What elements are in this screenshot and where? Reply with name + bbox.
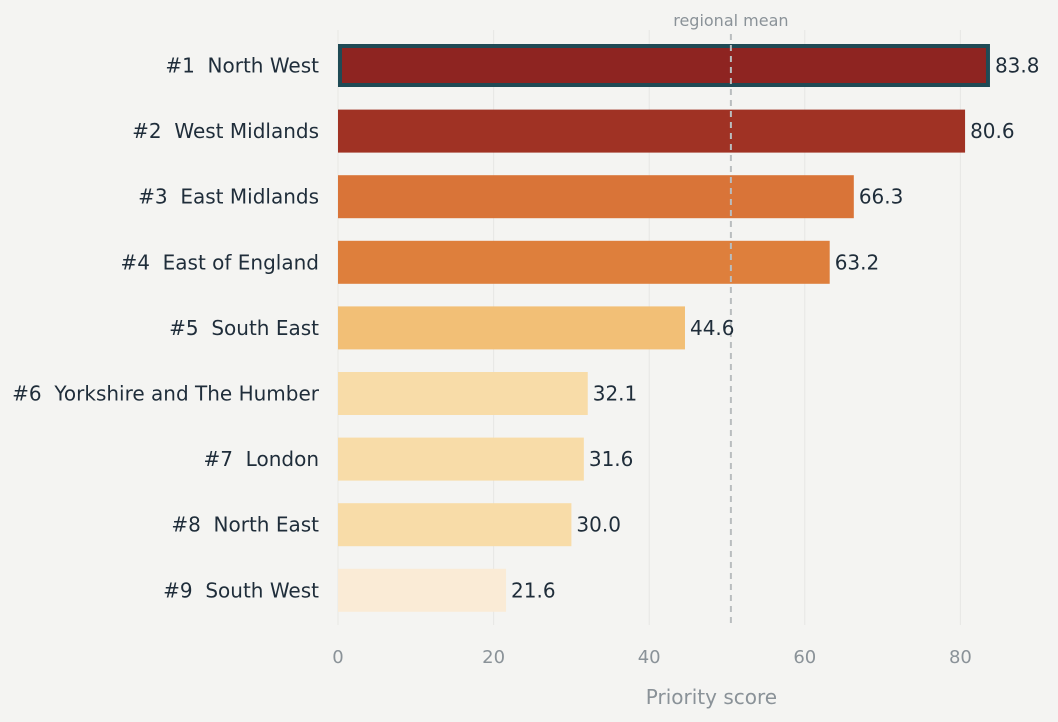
category-label: #2 West Midlands: [132, 119, 319, 143]
x-tick-label: 40: [638, 647, 661, 668]
bar: [338, 437, 584, 481]
category-label: #9 South West: [163, 578, 319, 602]
bar: [338, 372, 588, 415]
value-label: 32.1: [593, 382, 638, 406]
value-label: 31.6: [589, 447, 634, 471]
category-label: #5 South East: [169, 316, 319, 340]
bar: [338, 109, 966, 153]
value-label: 63.2: [835, 250, 880, 274]
regional-mean-label: regional mean: [673, 11, 788, 30]
category-label: #4 East of England: [120, 250, 319, 274]
bar: [338, 306, 685, 350]
bar: [338, 44, 990, 87]
value-label: 44.6: [690, 316, 735, 340]
value-label: 21.6: [511, 578, 556, 602]
value-label: 30.0: [576, 513, 621, 537]
x-axis-ticks: 0 20 40 60 80: [332, 647, 972, 668]
value-label: 83.8: [995, 54, 1040, 78]
bar: [338, 175, 854, 219]
category-label: #8 North East: [171, 513, 319, 537]
category-label: #3 East Midlands: [138, 185, 319, 209]
reference-line-group: regional mean: [673, 11, 789, 625]
bar: [338, 503, 572, 547]
category-label: #7 London: [203, 447, 319, 471]
bar: [338, 568, 507, 612]
x-tick-label: 0: [332, 647, 343, 668]
x-tick-label: 60: [793, 647, 816, 668]
category-label: #1 North West: [165, 54, 319, 78]
bars: [338, 44, 990, 612]
x-tick-label: 80: [949, 647, 972, 668]
value-label: 80.6: [970, 119, 1015, 143]
bar: [338, 240, 830, 284]
category-label: #6 Yorkshire and The Humber: [12, 382, 320, 406]
value-label: 66.3: [859, 185, 904, 209]
x-axis-title: Priority score: [646, 685, 777, 709]
labels: #1 North West 83.8 #2 West Midlands 80.6 #3 …: [12, 54, 1039, 603]
x-tick-label: 20: [482, 647, 505, 668]
